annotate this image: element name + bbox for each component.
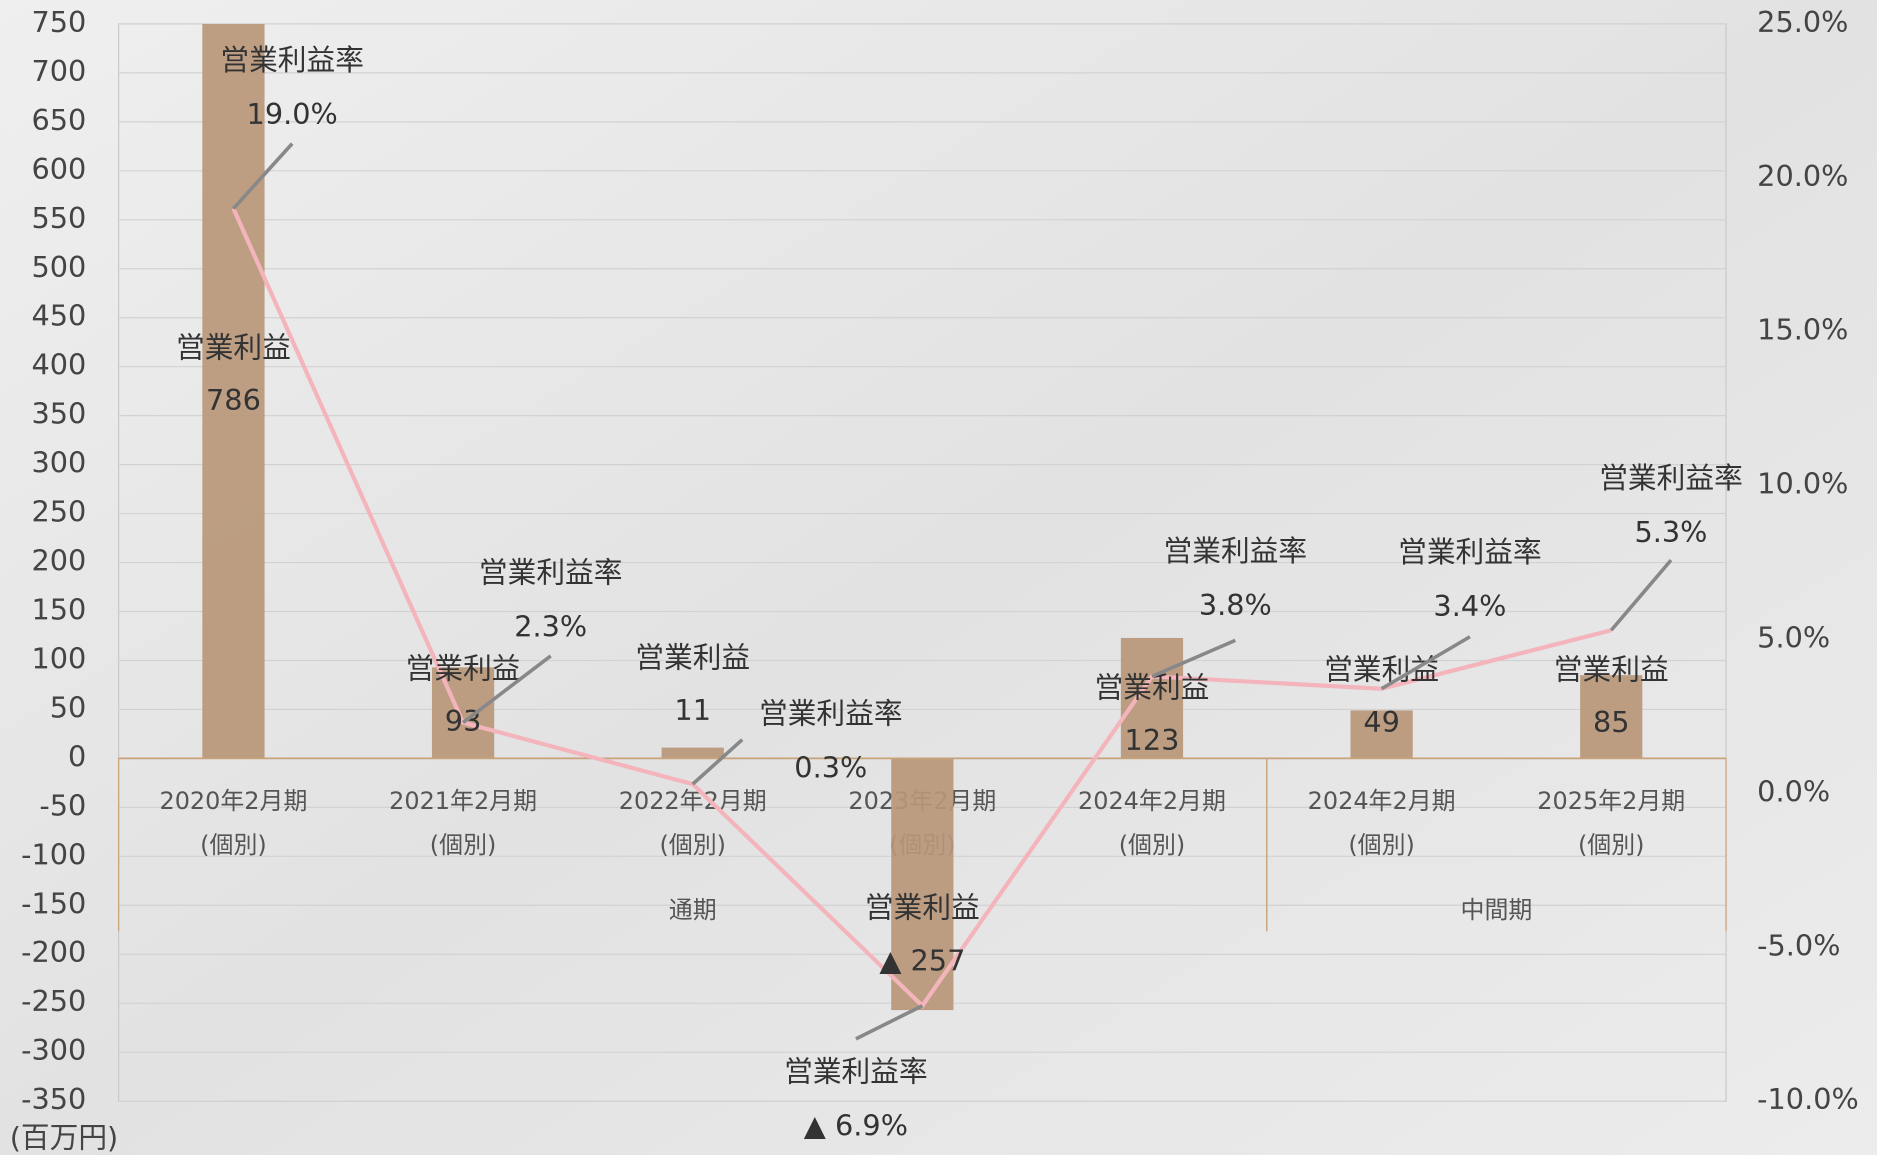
y-tick-label: 350: [31, 397, 86, 431]
y-tick-label: 0: [68, 739, 86, 773]
series-name-label: 営業利益: [1554, 652, 1669, 686]
data-label: 123: [1125, 723, 1180, 757]
data-label: 11: [674, 693, 711, 727]
bar: [202, 23, 265, 759]
x-tick-label: 2022年2月期: [619, 787, 767, 815]
y-tick-label: -100: [21, 837, 86, 871]
leader-line: [461, 654, 552, 725]
data-label: 0.3%: [794, 751, 867, 785]
series-name-label: 営業利益率: [479, 556, 623, 590]
group-label: 通期: [669, 896, 717, 924]
series-name-label: 営業利益率: [784, 1055, 928, 1089]
y2-tick-label: 0.0%: [1757, 774, 1830, 808]
series-name-label: 営業利益率: [1164, 534, 1308, 568]
series-name-label: 営業利益: [635, 640, 750, 674]
y-tick-label: 450: [31, 299, 86, 333]
bar: [891, 758, 954, 1011]
data-label: 786: [206, 383, 261, 417]
leader-line: [1380, 635, 1471, 691]
x-tick-label: 2020年2月期: [160, 787, 308, 815]
y2-tick-label: 5.0%: [1757, 620, 1830, 654]
series-name-label: 営業利益率: [1599, 461, 1743, 495]
plot-area: [202, 23, 1643, 1011]
x-tick-sublabel: (個別): [430, 831, 497, 859]
x-tick-label: 2024年2月期: [1308, 787, 1456, 815]
data-label: 19.0%: [247, 97, 338, 131]
y-tick-label: 700: [31, 54, 86, 88]
data-label: ▲ 257: [879, 943, 965, 977]
leader-line: [1151, 638, 1237, 679]
x-tick-label: 2021年2月期: [389, 787, 537, 815]
data-label: 85: [1593, 705, 1630, 739]
y2-tick-label: -5.0%: [1757, 928, 1840, 962]
y-tick-label: 650: [31, 103, 86, 137]
y2-tick-label: 10.0%: [1757, 467, 1848, 501]
y-tick-label: 250: [31, 495, 86, 529]
bar: [431, 667, 495, 759]
group-label: 中間期: [1461, 896, 1533, 924]
data-label: ▲ 6.9%: [804, 1108, 908, 1142]
series-name-label: 営業利益: [406, 651, 521, 685]
data-label: 3.4%: [1433, 589, 1506, 623]
x-tick-sublabel: (個別): [200, 831, 267, 859]
y-tick-label: 750: [31, 5, 86, 39]
y-tick-label: -350: [21, 1082, 86, 1116]
y-tick-label: 500: [31, 250, 86, 284]
y-tick-label: -200: [21, 935, 86, 969]
x-tick-label: 2024年2月期: [1078, 787, 1226, 815]
y-tick-label: -150: [21, 886, 86, 920]
x-tick-sublabel: (個別): [1119, 831, 1186, 859]
y-tick-label: 300: [31, 446, 86, 480]
leader-line: [232, 142, 294, 210]
x-tick-sublabel: (個別): [1348, 831, 1415, 859]
bar: [1350, 710, 1413, 759]
series-name-label: 営業利益率: [759, 697, 903, 731]
y2-tick-label: -10.0%: [1757, 1082, 1859, 1116]
series-name-label: 営業利益率: [1398, 535, 1542, 569]
series-name-label: 営業利益: [176, 330, 291, 364]
y-tick-label: 600: [31, 152, 86, 186]
y-tick-label: 400: [31, 348, 86, 382]
y2-tick-label: 15.0%: [1757, 313, 1848, 347]
series-name-label: 営業利益: [1324, 652, 1439, 686]
data-label: 5.3%: [1635, 515, 1708, 549]
y2-tick-label: 20.0%: [1757, 159, 1848, 193]
x-tick-sublabel: (個別): [659, 831, 726, 859]
y-tick-label: -300: [21, 1033, 86, 1067]
y2-tick-label: 25.0%: [1757, 5, 1848, 39]
x-tick-sublabel: (個別): [1578, 831, 1645, 859]
series-name-label: 営業利益率: [220, 43, 364, 77]
data-label: 3.8%: [1199, 588, 1272, 622]
leader-line: [691, 738, 744, 786]
y-tick-label: 550: [31, 201, 86, 235]
series-name-label: 営業利益: [865, 891, 980, 925]
y-tick-label: -250: [21, 984, 86, 1018]
data-label: 2.3%: [514, 609, 587, 643]
y-tick-label: 100: [31, 641, 86, 675]
y-tick-label: 150: [31, 593, 86, 627]
y-tick-label: 50: [50, 690, 87, 724]
y-tick-label: -50: [39, 788, 86, 822]
bar: [661, 747, 724, 759]
y-unit: (百万円): [10, 1120, 119, 1154]
bar: [1580, 675, 1643, 759]
leader-line: [855, 1004, 924, 1041]
bar: [1120, 637, 1184, 759]
x-tick-label: 2025年2月期: [1537, 787, 1685, 815]
data-label: 49: [1363, 705, 1400, 739]
leader-line: [1609, 558, 1673, 632]
y-tick-label: 200: [31, 544, 86, 578]
